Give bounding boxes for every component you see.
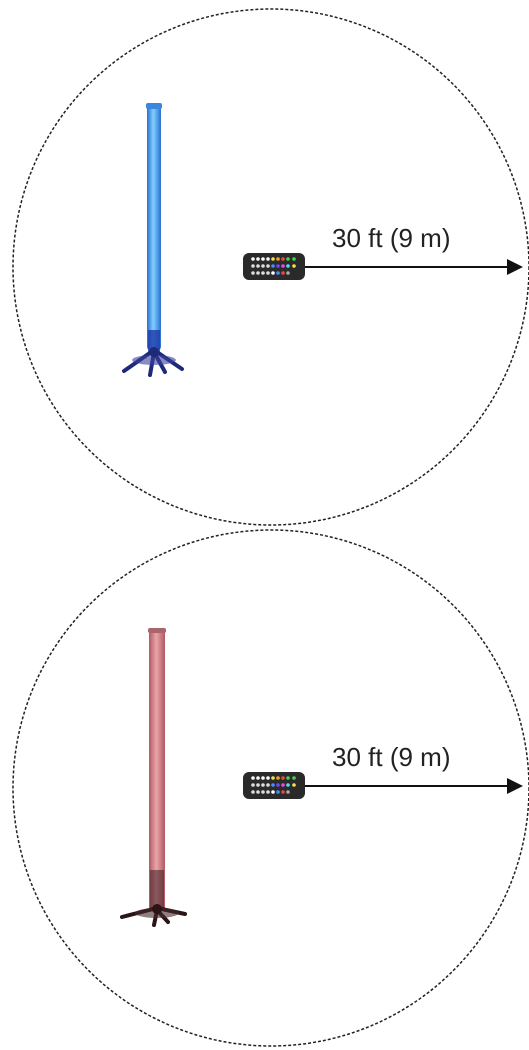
range-diagram-2: 30 ft (9 m) — [12, 529, 529, 1047]
remote-buttons — [251, 257, 296, 275]
fixture-base-icon — [120, 904, 187, 927]
led-tube-fixture-icon — [120, 628, 187, 927]
fixture-base-icon — [122, 347, 184, 377]
fixture-cap — [148, 628, 166, 633]
range-label: 30 ft (9 m) — [332, 223, 450, 253]
fixture-tube — [149, 630, 165, 910]
led-tube-fixture-icon — [122, 103, 184, 377]
range-boundary-circle — [12, 8, 529, 526]
remote-buttons — [251, 776, 296, 794]
fixture-tube — [147, 105, 161, 350]
ir-remote-control-icon — [243, 253, 305, 280]
fixture-cap — [146, 103, 162, 109]
range-boundary-circle — [12, 529, 529, 1047]
fixture-tube-bottom — [148, 330, 160, 352]
fixture-tube-bottom — [150, 870, 164, 910]
range-label: 30 ft (9 m) — [332, 742, 450, 772]
range-diagram-1: 30 ft (9 m) — [12, 8, 529, 526]
ir-remote-control-icon — [243, 772, 305, 799]
